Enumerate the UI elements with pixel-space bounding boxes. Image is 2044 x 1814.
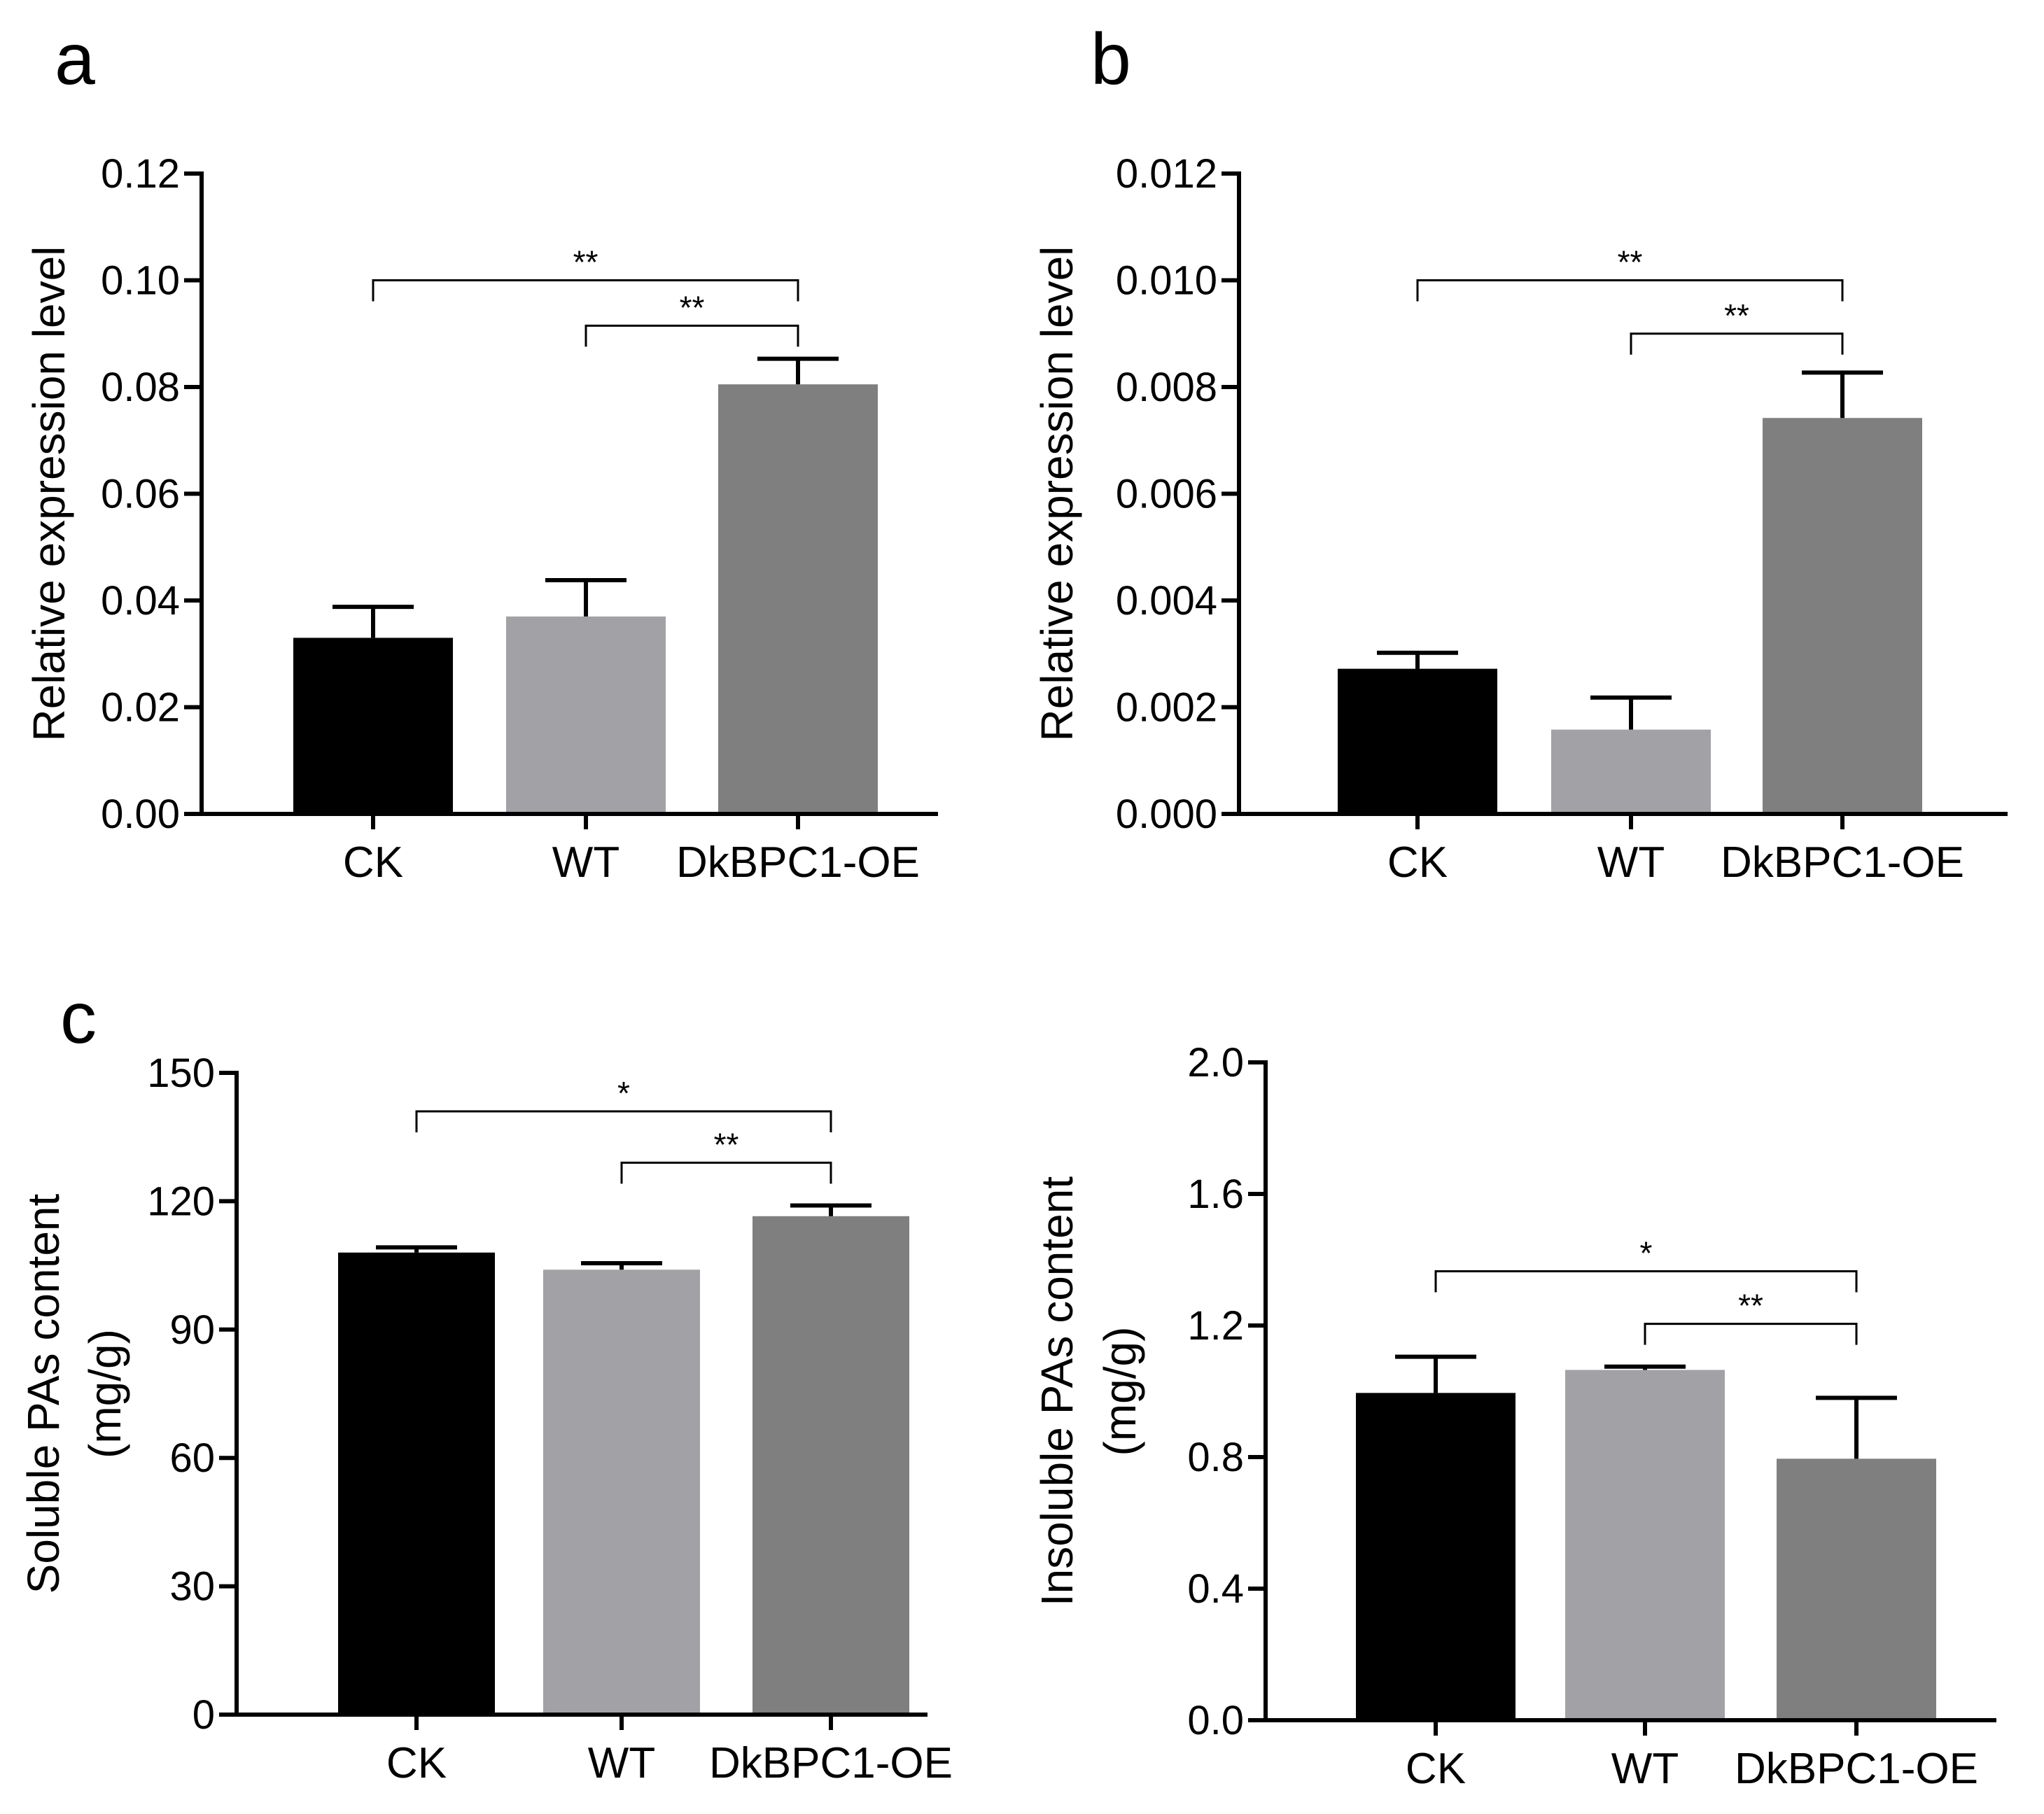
y-tick-label: 0.4 [1187,1566,1244,1612]
bar-ck [338,1252,495,1715]
bar-ck [1356,1393,1516,1720]
y-tick-label: 0.000 [1116,792,1217,837]
bar-wt [506,616,666,814]
bar-dkbpc1-oe [752,1216,909,1715]
y-axis-title: Soluble PAs content [18,1193,69,1594]
y-tick-label: 0.012 [1116,151,1217,197]
significance-label: ** [714,1126,739,1162]
y-axis-title: Insoluble PAs content [1032,1176,1082,1607]
bar-dkbpc1-oe [718,384,878,814]
bar-wt [1551,729,1711,814]
y-tick-label: 120 [147,1179,215,1224]
y-tick-label: 0.004 [1116,578,1217,624]
chart-panel-insoluble-pas: 0.0 0.4 0.8 1.2 1.6 2.0 CK WT DkBPC1-OE Insoluble… [1032,1040,1996,1793]
x-tick-label-ck: CK [343,838,403,887]
significance-bracket [1416,279,1844,302]
y-tick-label: 1.6 [1187,1172,1244,1217]
x-tick-label-ck: CK [1406,1745,1466,1793]
y-tick-label: 0 [192,1692,215,1738]
y-tick-label: 0.06 [101,472,180,517]
significance-bracket [1644,1323,1858,1345]
y-tick-label: 0.006 [1116,472,1217,517]
bar-dkbpc1-oe [1777,1458,1936,1720]
bar-ck [293,638,453,814]
y-tick-label: 1.2 [1187,1303,1244,1349]
y-tick-label: 0.008 [1116,365,1217,410]
panel-letter: a [55,19,95,100]
panel-letter: c [60,978,97,1059]
y-axis-title: Relative expression level [24,246,74,742]
significance-bracket [415,1110,832,1133]
chart-panel-a: a 0.00 0.02 0.04 0.06 0.08 0.10 0.12 CK WT DkBPC1-… [24,19,938,887]
y-tick-label: 0.002 [1116,685,1217,731]
panel-letter: b [1091,19,1131,100]
significance-bracket [1630,332,1844,355]
y-tick-label: 150 [147,1050,215,1096]
significance-bracket [620,1161,832,1184]
significance-label: ** [680,289,705,325]
y-tick-label: 0.12 [101,151,180,197]
y-tick-label: 2.0 [1187,1040,1244,1085]
significance-label: ** [1618,244,1643,281]
significance-label: * [1640,1235,1653,1271]
y-tick-label: 0.010 [1116,258,1217,304]
x-tick-label-dkbpc1-oe: DkBPC1-OE [1735,1745,1978,1793]
y-axis-unit: (mg/g) [80,1329,130,1458]
x-tick-label-dkbpc1-oe: DkBPC1-OE [1721,838,1964,887]
x-tick-label-ck: CK [386,1739,447,1787]
significance-bracket [372,279,799,302]
x-tick-label-wt: WT [1597,838,1665,887]
bar-wt [1565,1370,1725,1720]
significance-label: ** [1738,1288,1763,1324]
y-tick-label: 60 [169,1435,215,1481]
y-tick-label: 0.00 [101,792,180,837]
chart-panel-soluble-pas: c 0 30 60 90 120 150 CK WT DkBPC1-OE Soluble PAs c… [18,978,953,1787]
x-tick-label-dkbpc1-oe: DkBPC1-OE [676,838,920,887]
x-tick-label-ck: CK [1387,838,1448,887]
bar-wt [543,1270,700,1715]
significance-bracket [1434,1270,1858,1293]
x-tick-label-wt: WT [588,1739,655,1787]
bar-ck [1338,668,1497,814]
x-tick-label-wt: WT [552,838,620,887]
x-tick-label-dkbpc1-oe: DkBPC1-OE [709,1739,953,1787]
significance-label: ** [573,244,598,281]
y-tick-label: 0.02 [101,685,180,731]
y-tick-label: 90 [169,1307,215,1353]
y-axis-unit: (mg/g) [1095,1327,1145,1456]
significance-label: * [617,1075,630,1111]
significance-bracket [584,324,799,347]
chart-panel-b: b 0.000 0.002 0.004 0.006 0.008 0.010 0.012 CK WT… [1032,19,2008,887]
significance-label: ** [1724,297,1749,334]
y-tick-label: 0.10 [101,258,180,304]
y-tick-label: 0.04 [101,578,180,624]
y-tick-label: 0.08 [101,365,180,410]
y-tick-label: 30 [169,1564,215,1610]
y-axis-title: Relative expression level [1032,246,1082,742]
x-tick-label-wt: WT [1611,1745,1679,1793]
bar-dkbpc1-oe [1763,418,1922,814]
y-tick-label: 0.0 [1187,1698,1244,1743]
y-tick-label: 0.8 [1187,1435,1244,1480]
